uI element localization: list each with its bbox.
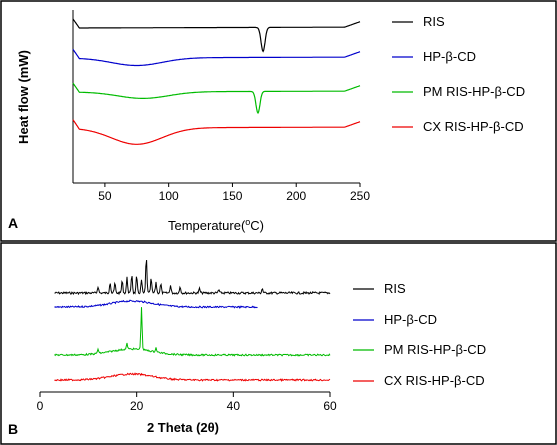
panel-b-legend: RIS HP-β-CD PM RIS-HP-β-CD CX RIS-HP-β-CD xyxy=(353,281,486,388)
panel-a-series-line xyxy=(72,48,361,67)
panel-b-frame xyxy=(0,242,557,445)
panel-a-legend: RIS HP-β-CD PM RIS-HP-β-CD CX RIS-HP-β-CD xyxy=(392,14,525,134)
panel-a-series-line xyxy=(72,119,361,145)
panel-a-x-axis-label: Temperature(oC) xyxy=(168,217,264,233)
panel-a: 50 100 150 200 250 RIS HP-β-CD PM RIS-HP-β-CD C… xyxy=(8,10,525,233)
panel-a-series-line xyxy=(72,82,361,115)
panel-a-legend-label: HP-β-CD xyxy=(423,49,476,64)
panel-a-x-tick-label: 200 xyxy=(286,189,306,203)
panel-b-x-tick-label: 40 xyxy=(227,399,241,413)
panel-b-series-line xyxy=(54,299,258,309)
panel-a-ticks: 50 100 150 200 250 xyxy=(98,183,370,203)
panel-b-x-tick-label: 20 xyxy=(130,399,144,413)
panel-a-x-tick-label: 100 xyxy=(159,189,179,203)
panel-a-legend-label: RIS xyxy=(423,14,445,29)
panel-a-series-line xyxy=(72,18,361,53)
panel-a-legend-label: CX RIS-HP-β-CD xyxy=(423,119,524,134)
panel-b-x-axis-label: 2 Theta (2θ) xyxy=(147,420,219,435)
panel-b-series-line xyxy=(54,307,331,357)
panel-b-x-tick-label: 0 xyxy=(37,399,44,413)
panel-a-letter: A xyxy=(8,215,18,231)
panel-a-frame xyxy=(0,0,557,242)
panel-b-x-tick-label: 60 xyxy=(323,399,337,413)
panel-a-y-axis-label: Heat flow (mW) xyxy=(16,50,31,144)
panel-a-x-tick-label: 250 xyxy=(350,189,370,203)
panel-b-ticks: 0 20 40 60 xyxy=(37,392,337,413)
panel-b-series xyxy=(54,259,331,383)
panel-a-series xyxy=(72,18,361,145)
panel-b-legend-label: CX RIS-HP-β-CD xyxy=(384,373,485,388)
panel-b-legend-label: HP-β-CD xyxy=(384,312,437,327)
panel-b-legend-label: RIS xyxy=(384,281,406,296)
panel-a-legend-label: PM RIS-HP-β-CD xyxy=(423,84,525,99)
panel-b-letter: B xyxy=(8,421,18,437)
panel-b-series-line xyxy=(54,372,331,383)
panel-b: 0 20 40 60 RIS HP-β-CD PM RIS-HP-β-CD CX RIS-H… xyxy=(8,259,486,437)
panel-a-x-tick-label: 150 xyxy=(222,189,242,203)
panel-a-x-tick-label: 50 xyxy=(98,189,112,203)
panel-b-series-line xyxy=(54,259,331,296)
panel-b-legend-label: PM RIS-HP-β-CD xyxy=(384,342,486,357)
